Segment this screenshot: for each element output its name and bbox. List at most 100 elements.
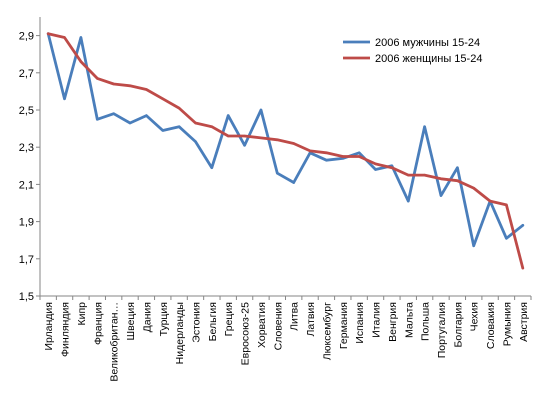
data-point [488, 199, 492, 203]
series-line-2 [46, 32, 525, 270]
x-tick-label: Болгария [452, 302, 464, 347]
data-point [79, 60, 83, 63]
x-tick-label: Турция [158, 302, 170, 336]
data-point [505, 203, 508, 207]
y-tick-label: 2,1 [19, 179, 34, 191]
data-point [407, 173, 410, 177]
data-point [521, 266, 525, 270]
x-tick-label: Хорватия [256, 302, 268, 348]
y-tick-label: 2,7 [19, 68, 34, 80]
data-point [161, 97, 164, 101]
data-point [96, 118, 99, 121]
data-point [357, 151, 361, 154]
data-point [472, 186, 475, 190]
data-point [259, 108, 263, 112]
data-point [194, 140, 197, 143]
data-point [407, 199, 410, 203]
x-tick-label: Португалия [436, 302, 448, 358]
data-point [439, 177, 443, 181]
y-tick-label: 1,7 [19, 254, 34, 266]
data-point [243, 134, 246, 138]
x-tick-label: Эстония [190, 302, 202, 343]
x-tick-label: Испания [354, 302, 366, 344]
data-point [210, 166, 214, 169]
data-point [472, 244, 475, 247]
x-tick-label: Бельгия [207, 302, 219, 341]
x-tick-label: Кипр [76, 302, 88, 326]
data-point [521, 224, 525, 227]
y-tick-label: 2,9 [19, 31, 34, 43]
x-tick-label: Чехия [469, 302, 481, 331]
x-tick-label: Австрия [518, 302, 530, 342]
data-point [227, 134, 230, 138]
data-point [145, 114, 148, 117]
y-tick-label: 1,5 [19, 291, 34, 303]
data-point [456, 179, 459, 182]
data-point [308, 149, 312, 153]
data-point [341, 155, 344, 158]
data-point [243, 144, 246, 147]
data-point [374, 168, 377, 171]
data-point [46, 32, 50, 35]
data-point [145, 88, 148, 91]
x-tick-label: Латвия [305, 302, 317, 336]
data-point [112, 112, 115, 115]
series-line-1 [46, 32, 525, 248]
x-tick-label: Румыния [501, 302, 513, 346]
x-tick-label: Словения [272, 302, 284, 350]
x-tick-label: Греция [223, 302, 235, 336]
data-point [96, 77, 99, 80]
x-tick-label: Евросоюз-25 [240, 302, 252, 365]
data-point [194, 121, 197, 125]
y-tick-label: 1,9 [19, 217, 34, 229]
data-point [161, 129, 164, 132]
data-point [390, 166, 394, 169]
legend: 2006 мужчины 15-24 2006 женщины 15-24 [343, 37, 482, 65]
data-point [325, 159, 328, 162]
data-point [439, 194, 443, 197]
data-point [227, 114, 230, 117]
x-axis-ticks: Ирландия Финляндия Кипр Франция Великобритан… [39, 296, 532, 382]
x-tick-label: Венгрия [387, 302, 399, 342]
data-point [112, 82, 115, 86]
x-tick-label: Германия [338, 302, 350, 349]
x-tick-label: Дания [141, 302, 153, 332]
y-tick-label: 2,5 [19, 105, 34, 117]
data-point [79, 36, 83, 39]
data-point [325, 151, 328, 154]
data-point [210, 125, 214, 128]
x-tick-label: Литва [289, 302, 301, 331]
x-tick-label: Италия [371, 302, 383, 338]
data-point [63, 36, 66, 39]
x-tick-label: Швеция [125, 302, 137, 341]
data-point [177, 125, 181, 128]
legend-label-2: 2006 женщины 15-24 [375, 53, 482, 65]
data-point [374, 162, 377, 166]
x-tick-label: Люксембург [321, 302, 333, 360]
x-tick-label: Финляндия [60, 302, 72, 357]
data-point [259, 136, 263, 140]
data-point [276, 138, 279, 141]
x-tick-label: Ирландия [43, 302, 55, 350]
y-tick-label: 2,3 [19, 142, 34, 154]
data-point [357, 155, 361, 158]
data-point [63, 97, 66, 101]
x-tick-label: Франция [92, 302, 104, 345]
data-point [423, 173, 426, 177]
x-tick-label: Нидерланды [174, 302, 186, 364]
data-point [456, 166, 459, 169]
data-point [423, 125, 426, 128]
data-point [505, 237, 508, 240]
data-point [292, 181, 295, 184]
x-tick-label: Польша [420, 302, 432, 341]
series-group [46, 32, 525, 270]
x-tick-label: Словакия [485, 302, 497, 349]
x-tick-label: Великобритан… [109, 302, 121, 382]
legend-label-1: 2006 мужчины 15-24 [375, 37, 480, 49]
y-axis-ticks: 1,5 1,7 1,9 2,1 2,3 2,5 2,7 2,9 [19, 31, 40, 303]
x-tick-label: Мальта [403, 302, 415, 338]
data-point [177, 106, 181, 110]
data-point [128, 121, 132, 125]
